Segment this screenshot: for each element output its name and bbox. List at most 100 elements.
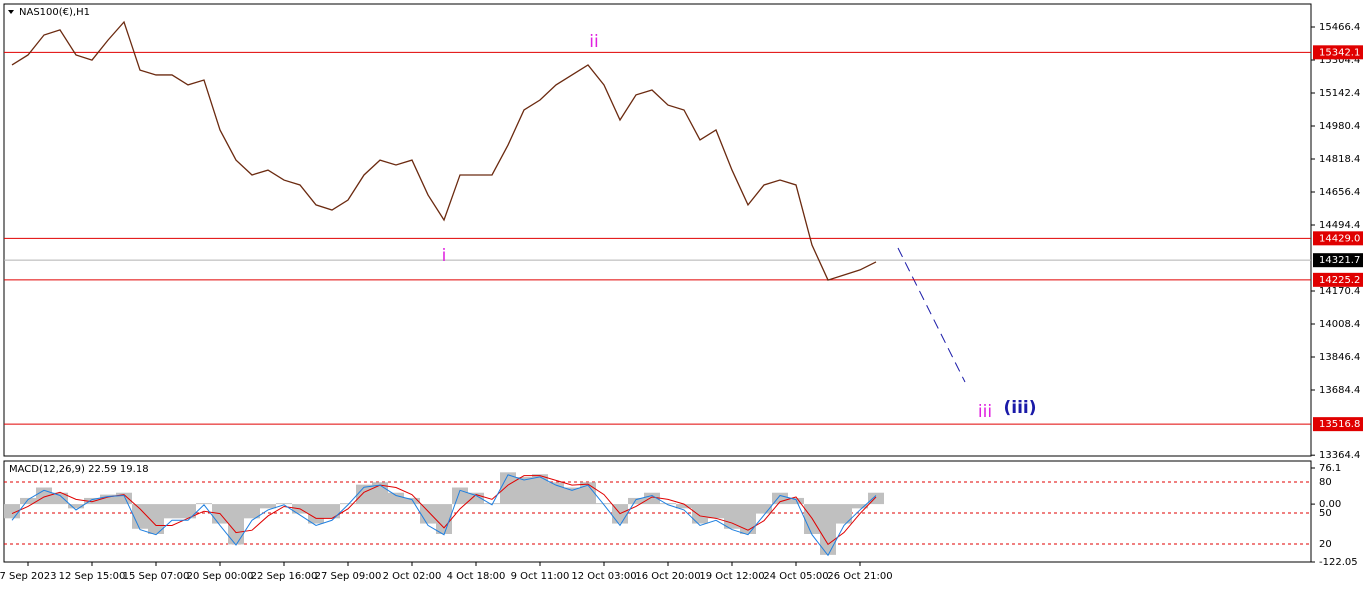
histogram-bar xyxy=(388,492,404,505)
histogram-bar xyxy=(420,504,436,524)
histogram-bar xyxy=(244,504,260,519)
y2-tick-label: 20 xyxy=(1319,539,1332,550)
histogram-bar xyxy=(740,504,756,534)
histogram-bar xyxy=(660,503,676,505)
x-tick-label: 12 Sep 15:00 xyxy=(59,571,126,582)
histogram-bar xyxy=(100,494,116,505)
histogram-bar xyxy=(84,497,100,505)
x-tick-label: 12 Oct 03:00 xyxy=(571,571,636,582)
y-tick-label: 13846.4 xyxy=(1319,352,1360,363)
y-tick-label: 15466.4 xyxy=(1319,22,1360,33)
wave-label: (iii) xyxy=(1003,398,1036,418)
histogram-bar xyxy=(196,503,212,505)
x-tick-label: 24 Oct 05:00 xyxy=(763,571,828,582)
histogram-bar xyxy=(676,504,692,509)
indicator-line xyxy=(11,475,877,546)
histogram-bar xyxy=(852,504,868,509)
level-box xyxy=(1313,45,1363,60)
histogram-bar xyxy=(756,504,772,514)
x-tick-label: 4 Oct 18:00 xyxy=(447,571,506,582)
histogram-bar xyxy=(820,504,836,555)
y-tick-label: 15304.4 xyxy=(1319,55,1360,66)
x-tick-label: 7 Sep 2023 xyxy=(0,571,57,582)
histogram-bar xyxy=(532,474,548,505)
histogram-bar xyxy=(404,497,420,505)
histogram-bar xyxy=(164,504,180,519)
histogram-bar xyxy=(596,503,612,505)
x-tick-label: 22 Sep 16:00 xyxy=(251,571,318,582)
histogram-bar xyxy=(180,504,196,519)
histogram-bar xyxy=(772,492,788,505)
histogram-bar xyxy=(68,504,84,509)
histogram-bar xyxy=(228,504,244,545)
projection-line xyxy=(897,247,966,383)
histogram-bar xyxy=(436,504,452,534)
histogram-bar xyxy=(868,492,884,505)
histogram-bar xyxy=(564,487,580,505)
histogram-bar xyxy=(644,492,660,505)
histogram-bar xyxy=(788,497,804,505)
chart-title: NAS100(€),H1 xyxy=(19,7,90,18)
x-tick-label: 2 Oct 02:00 xyxy=(383,571,442,582)
wave-label: iii xyxy=(978,402,992,422)
histogram-bar xyxy=(324,504,340,519)
histogram-bar xyxy=(692,504,708,524)
histogram-bar xyxy=(708,504,724,519)
y-tick-label: 76.1 xyxy=(1319,463,1341,474)
x-tick-label: 27 Sep 09:00 xyxy=(315,571,382,582)
histogram-bar xyxy=(148,504,164,534)
level-box xyxy=(1313,272,1363,287)
histogram-bar xyxy=(116,492,132,505)
level-box xyxy=(1313,417,1363,432)
y-tick-label: 14008.4 xyxy=(1319,319,1360,330)
histogram-bar xyxy=(260,504,276,509)
y-tick-label: 15142.4 xyxy=(1319,88,1360,99)
wave-label: i xyxy=(442,246,447,266)
x-tick-label: 15 Sep 07:00 xyxy=(123,571,190,582)
y-tick-label: -122.05 xyxy=(1319,557,1358,568)
x-tick-label: 16 Oct 20:00 xyxy=(635,571,700,582)
x-tick-label: 9 Oct 11:00 xyxy=(511,571,570,582)
y-tick-label: 14656.4 xyxy=(1319,187,1360,198)
price-line xyxy=(11,20,877,281)
histogram-bar xyxy=(484,503,500,505)
histogram-bar xyxy=(580,482,596,505)
level-label: 14429.0 xyxy=(1319,233,1360,244)
histogram-bar xyxy=(516,477,532,505)
y-tick-label: 14170.4 xyxy=(1319,286,1360,297)
histogram-bar xyxy=(724,504,740,529)
level-label: 13516.8 xyxy=(1319,419,1360,430)
histogram-bar xyxy=(356,484,372,505)
histogram-bar xyxy=(548,482,564,505)
histogram-bar xyxy=(500,472,516,505)
level-box xyxy=(1313,231,1363,246)
x-tick-label: 26 Oct 21:00 xyxy=(827,571,892,582)
y-tick-label: 14494.4 xyxy=(1319,220,1360,231)
y-tick-label: 13684.4 xyxy=(1319,385,1360,396)
y-tick-label: 0.00 xyxy=(1319,499,1341,510)
macd-title: MACD(12,26,9) 22.59 19.18 xyxy=(9,464,149,475)
histogram-bar xyxy=(340,503,356,505)
x-tick-label: 20 Sep 00:00 xyxy=(187,571,254,582)
y-tick-label: 14818.4 xyxy=(1319,154,1360,165)
histogram-bar xyxy=(20,497,36,505)
y-tick-label: 13364.4 xyxy=(1319,450,1360,461)
last-price-label: 14321.7 xyxy=(1319,255,1360,266)
histogram-bar xyxy=(308,504,324,524)
level-label: 14225.2 xyxy=(1319,275,1360,286)
y-tick-label: 14980.4 xyxy=(1319,121,1360,132)
last-price-box xyxy=(1313,253,1363,268)
menu-arrow xyxy=(8,10,14,14)
histogram-bar xyxy=(276,503,292,505)
y2-tick-label: 80 xyxy=(1319,477,1332,488)
histogram-bar xyxy=(132,504,148,529)
histogram-bar xyxy=(468,492,484,505)
main-panel xyxy=(3,3,1312,457)
x-tick-label: 19 Oct 12:00 xyxy=(699,571,764,582)
wave-label: ii xyxy=(589,32,598,52)
histogram-bar xyxy=(836,504,852,524)
histogram-bar xyxy=(628,497,644,505)
indicator-line xyxy=(11,474,877,557)
